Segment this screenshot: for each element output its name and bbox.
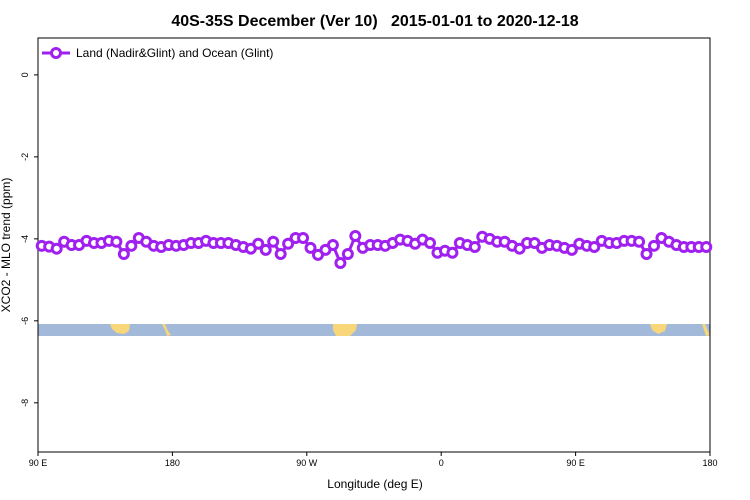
data-point: [424, 236, 436, 249]
data-point: [117, 248, 130, 261]
data-point: [259, 243, 272, 256]
data-point: [640, 248, 653, 261]
x-tick-label: 90 E: [29, 458, 48, 468]
y-tick-label: -6: [20, 317, 30, 325]
x-tick-label: 180: [165, 458, 180, 468]
data-point: [110, 235, 123, 248]
y-tick-label: -8: [20, 399, 30, 407]
land: [702, 324, 710, 336]
y-tick-label: -2: [20, 153, 30, 161]
land: [110, 324, 130, 334]
data-point: [565, 243, 578, 256]
chart-title: 40S-35S December (Ver 10) 2015-01-01 to …: [171, 13, 578, 30]
data-point: [334, 257, 347, 270]
y-tick-label: -4: [20, 235, 30, 243]
x-axis-label: Longitude (deg E): [327, 477, 422, 491]
x-tick-label: 180: [702, 458, 717, 468]
legend: Land (Nadir&Glint) and Ocean (Glint): [42, 46, 273, 60]
data-point: [633, 235, 646, 248]
ocean-strip: [38, 324, 710, 336]
data-point: [588, 241, 601, 254]
data-point: [297, 232, 310, 245]
data-point: [513, 242, 526, 255]
data-point: [50, 242, 63, 255]
data-point: [700, 241, 713, 254]
x-tick-label: 0: [439, 458, 444, 468]
legend-label: Land (Nadir&Glint) and Ocean (Glint): [76, 46, 273, 60]
land: [162, 324, 171, 336]
data-point: [125, 239, 138, 252]
data-point: [252, 237, 265, 250]
data-point: [341, 248, 354, 261]
data-point: [282, 237, 295, 250]
data-point: [468, 241, 481, 254]
data-point: [274, 248, 287, 261]
legend-marker: [50, 47, 62, 59]
x-tick-label: 90 E: [566, 458, 585, 468]
y-axis-label: XCO2 - MLO trend (ppm): [0, 178, 13, 313]
x-tick-label: 90 W: [296, 458, 318, 468]
data-point: [446, 246, 459, 259]
land: [650, 324, 667, 334]
land: [333, 324, 357, 336]
data-point: [648, 239, 660, 252]
data-point: [304, 241, 317, 254]
y-tick-label: 0: [20, 72, 30, 77]
data-point: [326, 239, 339, 251]
map-strip: [38, 324, 710, 336]
data-point: [349, 229, 362, 242]
data-point: [267, 235, 280, 248]
